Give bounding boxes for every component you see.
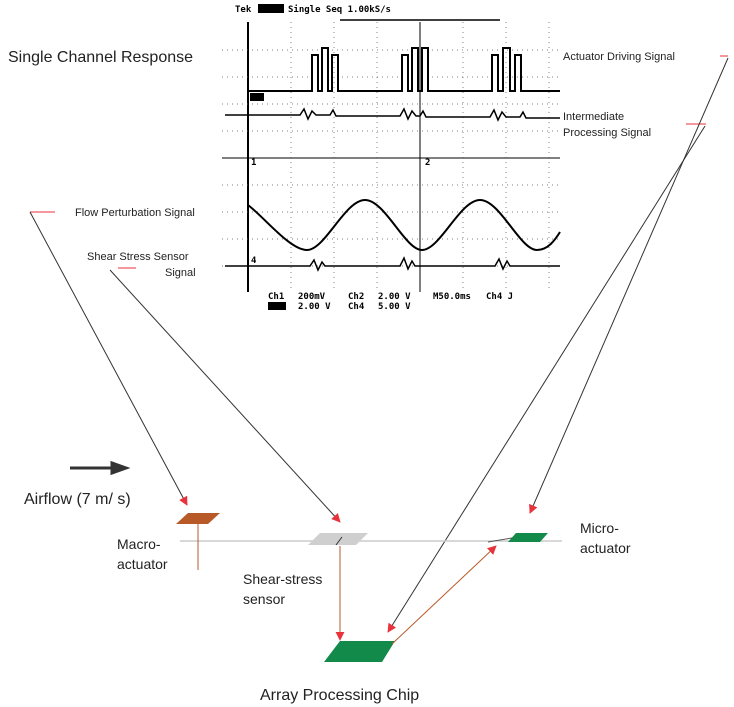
scope-text: 200mV — [298, 292, 326, 302]
airflow-label: Airflow (7 m/ s) — [24, 491, 131, 508]
signal-label: Flow Perturbation Signal — [75, 207, 195, 219]
scope-text: 5.00 V — [378, 302, 411, 312]
device-label: actuator — [117, 556, 168, 572]
scope-header: Single Seq 1.00kS/s — [288, 4, 391, 15]
scope-text: Ch4 J — [486, 292, 513, 302]
scope-brand: Tek — [235, 5, 252, 15]
scope-text: Ch2 — [348, 292, 364, 302]
title: Single Channel Response — [8, 49, 193, 66]
chip-label: Array Processing Chip — [260, 687, 419, 704]
scope-text: Ch3 — [230, 302, 246, 312]
signal-label: Intermediate — [563, 111, 624, 123]
scope-text: 2.00 V — [378, 292, 411, 302]
scope-text: M50.0ms — [433, 292, 471, 302]
signal-label: Actuator Driving Signal — [563, 51, 675, 63]
chip — [324, 641, 395, 662]
device-label: Macro- — [117, 536, 161, 552]
scope-text: 2.00 V — [298, 302, 331, 312]
macro-actuator — [176, 513, 220, 524]
device-label: Micro- — [580, 520, 619, 536]
oscilloscope: Tek Single Seq 1.00kS/s 1 2 4 Ch1 200mV … — [218, 0, 563, 312]
diagram: Tek Single Seq 1.00kS/s 1 2 4 Ch1 200mV … — [0, 0, 734, 707]
device-label: sensor — [243, 591, 285, 607]
signal-label: Processing Signal — [563, 127, 651, 139]
signal-label: Shear Stress Sensor — [87, 251, 189, 263]
scope-text: Ch1 — [268, 292, 284, 302]
device-label: actuator — [580, 540, 631, 556]
sensor — [308, 533, 368, 545]
scope-marker: 2 — [425, 158, 430, 168]
scope-marker: 1 — [251, 158, 256, 168]
signal-label: Signal — [165, 267, 196, 279]
device-label: Shear-stress — [243, 571, 322, 587]
scope-marker: 4 — [251, 256, 257, 266]
scope-text: Ch4 — [348, 302, 365, 312]
